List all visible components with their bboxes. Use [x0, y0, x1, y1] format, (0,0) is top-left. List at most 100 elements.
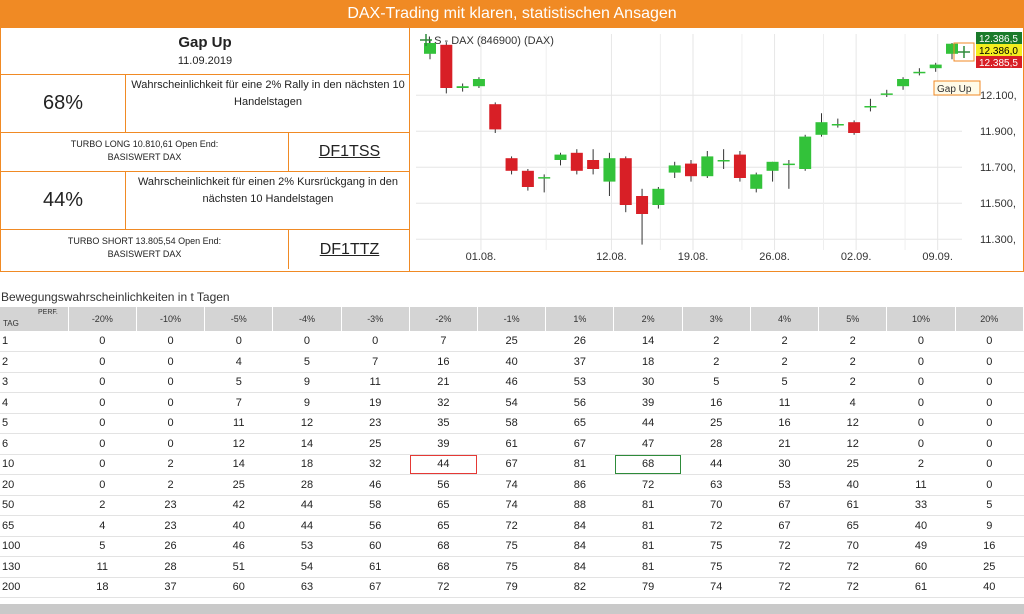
table-cell: 25: [341, 433, 410, 455]
table-cell: 9: [955, 515, 1024, 537]
horizontal-scrollbar[interactable]: [0, 604, 1024, 614]
table-cell: 26: [545, 331, 614, 352]
candle-body: [587, 160, 600, 169]
x-tick-label: 26.08.: [759, 251, 790, 263]
table-cell: 12: [818, 413, 887, 434]
table-cell: 61: [477, 433, 546, 455]
table-cell: 75: [682, 536, 751, 557]
table-row: 10 0 2 14 18 32 44 67 81 68 44 30 25 2 0: [0, 454, 1024, 475]
table-cell: 79: [613, 577, 683, 598]
table-row: 2 0 0 4 5 7 16 40 37 18 2 2 2 0 0: [0, 351, 1024, 373]
column-header[interactable]: -20%: [68, 307, 137, 331]
column-header[interactable]: -3%: [341, 307, 410, 331]
column-header[interactable]: -1%: [477, 307, 547, 331]
column-header[interactable]: 1%: [545, 307, 615, 331]
table-cell: 74: [477, 495, 546, 516]
candle-body: [848, 122, 861, 133]
candle-body: [440, 44, 453, 88]
table-cell: 5: [204, 372, 273, 393]
table-cell: 28: [682, 433, 751, 455]
table-cell: 40: [204, 515, 273, 537]
column-header[interactable]: -5%: [204, 307, 274, 331]
table-cell: 0: [886, 372, 956, 393]
table-cell: 39: [409, 433, 478, 455]
table-cell: 37: [136, 577, 205, 598]
table-cell: 72: [818, 577, 887, 598]
table-cell: 0: [955, 351, 1024, 373]
table-row: 5 0 0 11 12 23 35 58 65 44 25 16 12 0 0: [0, 413, 1024, 434]
column-header[interactable]: 4%: [750, 307, 820, 331]
turbo-short-wkn-link[interactable]: DF1TTZ: [319, 240, 380, 258]
table-cell: 25: [955, 556, 1024, 578]
table-cell: 60: [204, 577, 273, 598]
column-header[interactable]: 20%: [955, 307, 1024, 331]
table-cell: 5: [68, 536, 137, 557]
table-cell: 58: [341, 495, 410, 516]
table-cell: 12: [818, 433, 887, 455]
column-header[interactable]: -2%: [409, 307, 479, 331]
table-cell: 68: [409, 556, 478, 578]
table-cell: 53: [750, 474, 819, 496]
table-cell: 0: [68, 433, 137, 455]
table-cell: 0: [955, 372, 1024, 393]
table-cell: 70: [682, 495, 751, 516]
table-cell: 16: [409, 351, 478, 373]
table-cell: 2: [682, 351, 751, 373]
column-header[interactable]: 3%: [682, 307, 751, 331]
table-row: 100 5 26 46 53 60 68 75 84 81 75 72 70 49 16: [0, 536, 1024, 557]
candle-body: [505, 158, 518, 171]
table-cell: 72: [750, 536, 819, 557]
candle-body: [538, 177, 551, 179]
column-header[interactable]: -4%: [272, 307, 342, 331]
row-tag-cell: 3: [0, 372, 69, 393]
table-cell: 74: [682, 577, 751, 598]
price-tag-box: [976, 32, 1022, 44]
row-tag-cell: 65: [0, 515, 69, 537]
table-cell: 0: [68, 392, 137, 414]
table-cell: 44: [682, 454, 751, 475]
price-tag-box: [976, 44, 1022, 56]
column-header[interactable]: 5%: [818, 307, 888, 331]
dax-chart[interactable]: 11.300, 11.500, 11.700, 11.900, 12.100, 01.08…: [410, 28, 1024, 272]
turbo-long-wkn-link[interactable]: DF1TSS: [318, 143, 381, 160]
table-cell: 72: [750, 556, 819, 578]
table-cell: 82: [545, 577, 614, 598]
column-header[interactable]: 2%: [613, 307, 683, 331]
table-cell: 0: [136, 413, 205, 434]
turbo-short-row: TURBO SHORT 13.805,54 Open End: BASISWER…: [1, 230, 409, 269]
table-cell: 44: [272, 495, 342, 516]
table-cell: 86: [545, 474, 614, 496]
table-cell: 0: [955, 413, 1024, 434]
candle-body: [733, 154, 746, 178]
table-cell: 60: [886, 556, 956, 578]
table-cell: 18: [68, 577, 137, 598]
table-cell: 46: [341, 474, 410, 496]
table-cell: 40: [886, 515, 956, 537]
turbo-long-row: TURBO LONG 10.810,61 Open End: BASISWERT…: [1, 133, 409, 172]
drop-description: Wahrscheinlichkeit für einen 2% Kursrück…: [137, 176, 399, 205]
candle-body: [750, 174, 763, 189]
table-cell: 65: [818, 515, 887, 537]
table-cell: 81: [613, 515, 683, 537]
table-cell: 0: [272, 331, 342, 352]
annotation-label-box: [933, 80, 981, 96]
table-cell: 65: [545, 413, 614, 434]
table-row: 200 18 37 60 63 67 72 79 82 79 74 72 72 61 40: [0, 577, 1024, 598]
table-cell: 63: [272, 577, 342, 598]
table-cell: 11: [886, 474, 956, 496]
table-cell: 16: [682, 392, 751, 414]
column-header[interactable]: -10%: [136, 307, 206, 331]
table-cell: 53: [272, 536, 342, 557]
table-cell: 23: [136, 515, 205, 537]
table-cell: 0: [68, 331, 137, 352]
table-cell: 0: [886, 392, 956, 414]
table-cell: 0: [136, 372, 205, 393]
table-cell: 23: [136, 495, 205, 516]
header-perf-label: PERF.: [38, 309, 58, 316]
candle-body: [815, 122, 828, 135]
table-cell: 21: [750, 433, 819, 455]
column-header[interactable]: 10%: [886, 307, 956, 331]
row-tag-cell: 1: [0, 331, 69, 352]
table-cell: 61: [818, 495, 887, 516]
table-cell: 35: [409, 413, 478, 434]
